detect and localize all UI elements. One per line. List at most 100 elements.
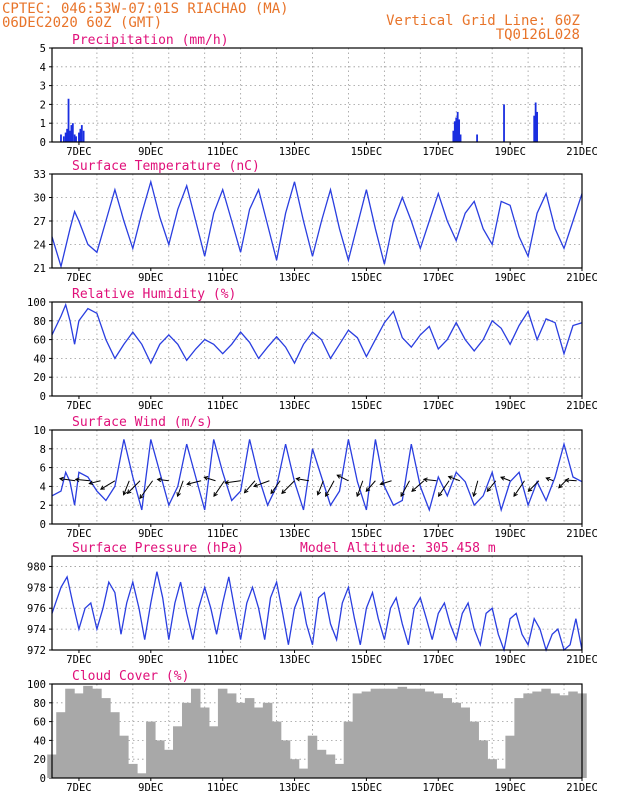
wind-xtick-label: 21DEC xyxy=(566,528,598,540)
rh-frame xyxy=(51,301,583,397)
rh-xtick-label: 17DEC xyxy=(422,400,454,412)
wind-arrow xyxy=(89,480,101,485)
precip-xtick-label: 7DEC xyxy=(66,146,91,158)
wind-title: Surface Wind (m/s) xyxy=(72,415,213,430)
wind-arrow-head xyxy=(176,492,181,498)
cloud-bar xyxy=(406,688,417,778)
wind-arrow xyxy=(225,480,241,484)
precip-ytick-label: 1 xyxy=(40,118,46,130)
pres-xtick-label: 19DEC xyxy=(494,654,526,666)
cloud-bar xyxy=(442,698,453,778)
precip-bar xyxy=(71,123,74,142)
wind-arrow-head xyxy=(411,487,417,492)
precip-bar xyxy=(533,115,536,142)
cloud-bar xyxy=(137,773,147,778)
cloud-ytick-label: 100 xyxy=(27,679,46,691)
wind-arrow xyxy=(296,478,309,482)
cloud-xtick-label: 17DEC xyxy=(422,782,454,794)
cloud-bar xyxy=(541,688,551,778)
wind-arrow xyxy=(565,479,577,482)
cloud-xtick-label: 19DEC xyxy=(494,782,526,794)
wind-arrow-head xyxy=(545,476,551,482)
cloud-bar xyxy=(146,721,156,778)
precip-title: Precipitation (mm/h) xyxy=(72,33,229,48)
cloud-bar xyxy=(460,707,470,778)
cloud-bar xyxy=(505,735,515,778)
wind-arrow-head xyxy=(253,483,259,488)
temp-xtick-label: 9DEC xyxy=(138,272,163,284)
precip-bar xyxy=(503,104,505,142)
precip-bar xyxy=(64,132,67,142)
cloud-bar xyxy=(110,712,120,778)
cloud-bar xyxy=(469,721,479,778)
wind-arrow xyxy=(486,480,497,492)
precip-bar xyxy=(458,119,461,142)
temp-xtick-label: 11DEC xyxy=(207,272,239,284)
precip-bar xyxy=(459,134,462,142)
wind-arrow xyxy=(380,480,392,485)
cloud-bar xyxy=(56,712,66,778)
wind-arrow xyxy=(123,480,130,495)
precip-ytick-label: 3 xyxy=(40,81,46,93)
cloud-bar xyxy=(199,707,210,778)
cloud-bar xyxy=(316,749,327,778)
cloud-bar xyxy=(559,695,569,778)
cloud-frame xyxy=(51,683,583,779)
cloud-bar xyxy=(451,702,461,778)
cloud-bar xyxy=(532,691,542,778)
wind-arrow xyxy=(59,478,76,482)
temp-ytick-label: 30 xyxy=(33,193,46,205)
cloud-ytick-label: 20 xyxy=(33,754,46,766)
wind-arrow-head xyxy=(486,487,492,493)
wind-arrow xyxy=(448,476,461,482)
cloud-title: Cloud Cover (%) xyxy=(72,669,189,684)
cloud-bar xyxy=(226,693,237,778)
temp-ytick-label: 33 xyxy=(33,169,46,181)
temp-xtick-label: 7DEC xyxy=(66,272,91,284)
wind-arrow-head xyxy=(203,475,209,481)
rh-ytick-label: 80 xyxy=(33,316,46,328)
wind-arrow xyxy=(528,480,540,492)
cloud-bar xyxy=(208,726,219,778)
wind-arrow xyxy=(337,474,349,482)
precip-bar xyxy=(476,134,478,142)
precip-bar xyxy=(73,134,76,142)
pres-title: Surface Pressure (hPa) xyxy=(72,541,244,556)
wind-arrow xyxy=(213,480,225,497)
precip-bar xyxy=(78,132,80,142)
pres-xtick-label: 17DEC xyxy=(422,654,454,666)
cloud-bar xyxy=(487,759,497,778)
wind-arrow xyxy=(356,480,364,497)
cloud-bar xyxy=(244,698,255,778)
precip-ytick-label: 4 xyxy=(40,62,46,74)
precip-bar xyxy=(456,111,459,142)
wind-arrow xyxy=(325,480,335,497)
cloud-bar xyxy=(334,763,345,778)
wind-ytick-label: 4 xyxy=(40,481,46,493)
precip-bar xyxy=(80,125,83,142)
cloud-bar xyxy=(271,721,282,778)
wind-arrow-head xyxy=(58,476,64,482)
cloud-bar xyxy=(155,740,165,778)
wind-arrow-head xyxy=(156,477,162,483)
cloud-bar xyxy=(325,754,336,778)
wind-arrow-head xyxy=(336,474,342,479)
cloud-xtick-label: 15DEC xyxy=(351,782,383,794)
wind-arrow-head xyxy=(295,476,301,482)
cloud-ytick-label: 60 xyxy=(33,717,46,729)
cloud-bar xyxy=(433,693,444,778)
wind-arrow-head xyxy=(564,477,570,483)
wind-ytick-label: 10 xyxy=(33,425,46,437)
rh-panel: 0 20 40 60 80 100 7DEC 9DEC 11DEC 13DEC 15DEC 17DEC… xyxy=(27,287,598,412)
temp-xtick-label: 15DEC xyxy=(351,272,383,284)
cloud-ytick-label: 0 xyxy=(40,773,46,785)
cloud-bar xyxy=(101,698,111,778)
cloud-bar xyxy=(478,740,488,778)
precip-bar xyxy=(79,128,82,142)
wind-arrow xyxy=(365,480,376,492)
wind-xtick-label: 19DEC xyxy=(494,528,526,540)
temp-panel: 21 24 27 30 33 7DEC 9DEC 11DEC 13DEC 15DEC 17DEC 19… xyxy=(33,159,597,284)
pres-ytick-label: 972 xyxy=(27,645,46,657)
